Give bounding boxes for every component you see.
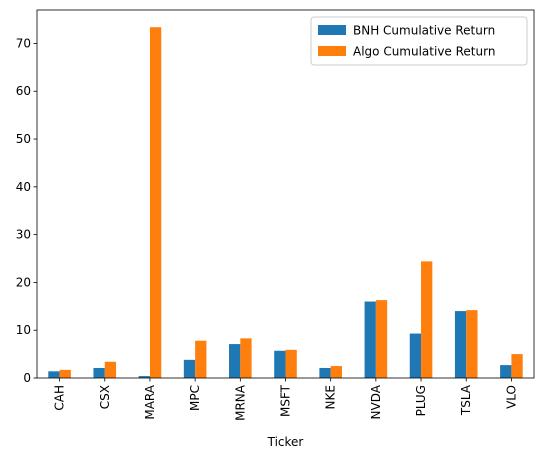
bar-algo-tsla bbox=[466, 310, 478, 378]
bar-bnh-cah bbox=[48, 371, 60, 378]
bar-bnh-mpc bbox=[183, 359, 196, 378]
legend-swatch-bnh bbox=[318, 25, 346, 35]
legend-label-algo: Algo Cumulative Return bbox=[353, 45, 495, 59]
bar-algo-plug bbox=[421, 261, 433, 378]
legend-swatch-algo bbox=[318, 46, 346, 56]
bars-layer bbox=[48, 27, 523, 378]
bar-algo-vlo bbox=[511, 354, 523, 378]
x-tick-label-csx: CSX bbox=[98, 385, 112, 409]
y-tick-label: 0 bbox=[23, 371, 31, 385]
bar-algo-csx bbox=[104, 361, 117, 378]
bar-algo-nvda bbox=[375, 300, 388, 378]
x-axis-label: Ticker bbox=[267, 435, 304, 449]
bar-bnh-nke bbox=[319, 367, 331, 378]
bar-bnh-tsla bbox=[454, 311, 467, 378]
y-tick-label: 60 bbox=[16, 84, 31, 98]
bar-algo-cah bbox=[59, 369, 71, 378]
bar-algo-mara bbox=[149, 27, 162, 378]
y-tick-label: 30 bbox=[16, 228, 31, 242]
x-tick-label-msft: MSFT bbox=[279, 384, 293, 417]
y-tick-label: 40 bbox=[16, 180, 31, 194]
plot-frame bbox=[36, 9, 535, 379]
legend-label-bnh: BNH Cumulative Return bbox=[353, 24, 495, 38]
plot-background bbox=[37, 10, 534, 378]
legend-box bbox=[310, 16, 528, 66]
bar-algo-nke bbox=[330, 366, 342, 378]
y-tick-label: 50 bbox=[16, 132, 31, 146]
bar-algo-mpc bbox=[195, 340, 207, 378]
bar-bnh-mara bbox=[138, 376, 150, 378]
x-tick-label-mpc: MPC bbox=[188, 385, 202, 411]
bar-bnh-nvda bbox=[364, 301, 376, 378]
bar-bnh-plug bbox=[409, 333, 422, 378]
y-tick-label: 70 bbox=[16, 36, 31, 50]
x-tick-label-plug: PLUG bbox=[414, 385, 428, 416]
x-tick-label-tsla: TSLA bbox=[459, 384, 473, 416]
y-tick-label: 10 bbox=[16, 323, 31, 337]
x-axis: CAH CSX MARA MPC MRNA MSFT NKE NVDA PLUG TSLA VLO bbox=[53, 378, 518, 421]
x-tick-label-mrna: MRNA bbox=[233, 384, 247, 421]
bar-algo-mrna bbox=[240, 338, 252, 378]
x-tick-label-mara: MARA bbox=[143, 384, 157, 419]
x-tick-label-nvda: NVDA bbox=[369, 384, 383, 419]
x-tick-label-cah: CAH bbox=[53, 385, 67, 411]
bar-algo-msft bbox=[285, 349, 297, 378]
bar-bnh-mrna bbox=[229, 344, 241, 378]
bar-bnh-vlo bbox=[500, 365, 512, 378]
legend: BNH Cumulative Return Algo Cumulative Ret… bbox=[310, 16, 528, 66]
x-tick-label-nke: NKE bbox=[324, 385, 338, 409]
y-tick-label: 20 bbox=[16, 275, 31, 289]
y-axis: 0 10 20 30 40 50 60 70 bbox=[16, 36, 37, 385]
bar-bnh-msft bbox=[274, 350, 286, 378]
x-tick-label-vlo: VLO bbox=[504, 385, 518, 409]
bar-bnh-csx bbox=[93, 367, 105, 378]
